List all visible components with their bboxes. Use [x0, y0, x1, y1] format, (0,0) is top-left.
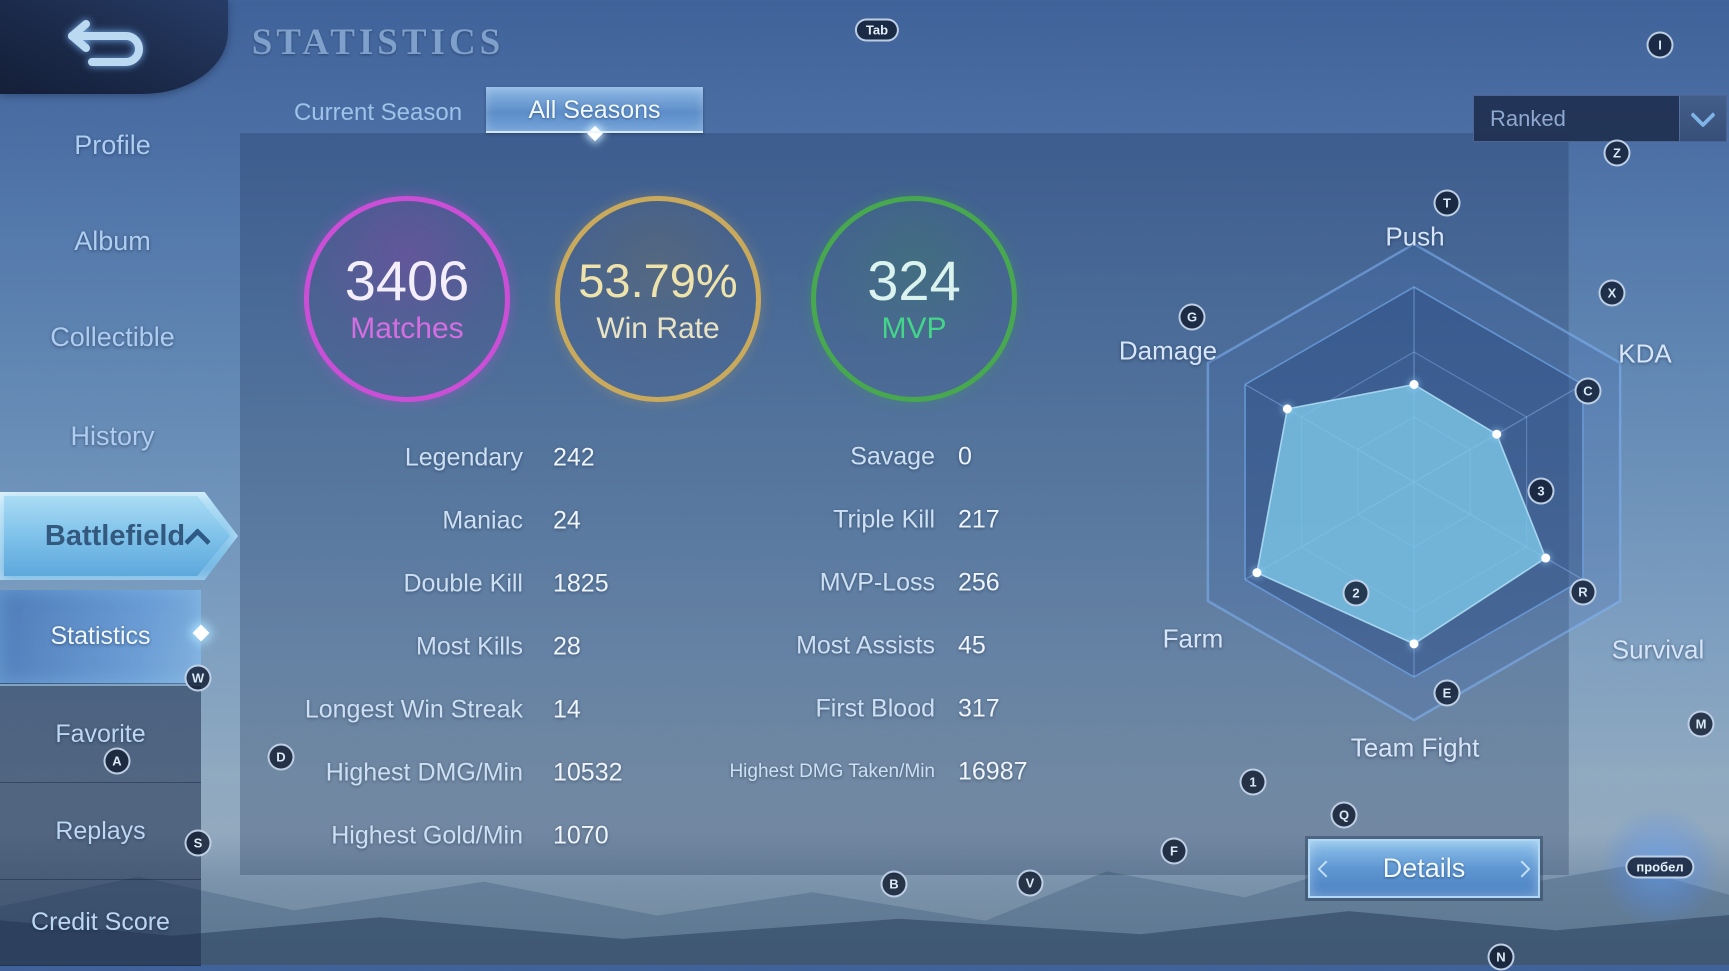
- sidebar-subitem-label: Credit Score: [31, 908, 170, 936]
- key-hint-i: I: [1646, 31, 1674, 59]
- radar-axis-team-fight: Team Fight: [1350, 732, 1480, 763]
- stat-value: 317: [958, 694, 1000, 723]
- key-hint-f: F: [1160, 837, 1188, 865]
- radar-axis-farm: Farm: [1162, 623, 1224, 654]
- mvp-value: 324: [867, 249, 961, 312]
- stat-label: Maniac: [442, 506, 523, 535]
- stat-label: Double Kill: [403, 569, 523, 598]
- key-hint-w: W: [184, 664, 212, 692]
- sidebar-item-label: Battlefield: [44, 520, 186, 552]
- stat-label: MVP-Loss: [819, 568, 935, 597]
- sidebar-subitem-replays[interactable]: Replays: [0, 783, 201, 880]
- mode-filter-dropdown[interactable]: Ranked: [1473, 95, 1727, 142]
- header-back-area: [0, 0, 228, 94]
- sidebar-item-collectible[interactable]: Collectible: [50, 322, 175, 352]
- key-hint-g: G: [1178, 303, 1206, 331]
- stat-label: Most Kills: [416, 632, 523, 661]
- key-hint-2: 2: [1342, 579, 1370, 607]
- stat-label: Savage: [850, 442, 935, 471]
- stat-label: Highest Gold/Min: [331, 821, 523, 850]
- stat-label: Most Assists: [796, 631, 935, 660]
- radar-axis-push: Push: [1385, 221, 1445, 252]
- key-hint-v: V: [1016, 869, 1044, 897]
- key-hint-c: C: [1574, 377, 1602, 405]
- stat-value: 14: [553, 695, 581, 724]
- radar-axis-damage: Damage: [1118, 335, 1218, 366]
- key-hint-1: 1: [1239, 768, 1267, 796]
- chevron-down-icon: [1690, 102, 1716, 128]
- stat-value: 10532: [553, 758, 623, 787]
- stat-label: Highest DMG/Min: [325, 758, 523, 787]
- matches-label: Matches: [350, 312, 464, 345]
- stat-value: 256: [958, 568, 1000, 597]
- tab-all-seasons-label: All Seasons: [528, 96, 661, 124]
- dropdown-chevron-box[interactable]: [1679, 96, 1726, 141]
- key-hint-tab: Tab: [854, 18, 900, 42]
- key-hint-m: M: [1687, 710, 1715, 738]
- sidebar-subitem-statistics[interactable]: Statistics: [0, 590, 201, 684]
- stat-value: 45: [958, 631, 986, 660]
- key-hint-e: E: [1433, 679, 1461, 707]
- stat-value: 1070: [553, 821, 609, 850]
- stat-value: 1825: [553, 569, 609, 598]
- radar-axis-survival: Survival: [1611, 634, 1705, 665]
- sidebar-subitem-label: Statistics: [50, 622, 151, 650]
- details-button[interactable]: Details: [1308, 839, 1540, 898]
- radar-axis-kda: KDA: [1618, 338, 1672, 369]
- stat-value: 217: [958, 505, 1000, 534]
- winrate-label: Win Rate: [596, 312, 720, 345]
- stat-value: 242: [553, 443, 595, 472]
- key-hint-a: A: [103, 747, 131, 775]
- mode-filter-selected: Ranked: [1490, 106, 1566, 131]
- sidebar-subitem-credit-score[interactable]: Credit Score: [0, 880, 201, 966]
- key-hint-пробел: пробел: [1625, 855, 1695, 879]
- mvp-circle: 324 MVP: [811, 196, 1017, 402]
- tab-all-seasons[interactable]: All Seasons: [486, 87, 703, 142]
- stat-label: Legendary: [404, 443, 523, 472]
- sidebar-subitem-label: Replays: [55, 816, 146, 845]
- back-icon[interactable]: [62, 14, 154, 78]
- key-hint-q: Q: [1330, 801, 1358, 829]
- sidebar-item-album[interactable]: Album: [74, 226, 151, 256]
- sidebar-item-profile[interactable]: Profile: [74, 130, 151, 160]
- matches-circle: 3406 Matches: [304, 196, 510, 402]
- stat-label: First Blood: [815, 694, 935, 723]
- stat-value: 16987: [958, 757, 1028, 786]
- mvp-label: MVP: [881, 312, 947, 345]
- sidebar-item-history[interactable]: History: [70, 421, 155, 451]
- matches-value: 3406: [344, 249, 470, 312]
- stat-label: Triple Kill: [833, 505, 935, 534]
- stat-value: 0: [958, 442, 972, 471]
- page-title: STATISTICS: [251, 22, 505, 63]
- key-hint-t: T: [1433, 189, 1461, 217]
- key-hint-d: D: [267, 743, 295, 771]
- tab-current-season[interactable]: Current Season: [293, 99, 463, 126]
- sidebar-subitem-label: Favorite: [55, 719, 146, 748]
- key-hint-r: R: [1569, 578, 1597, 606]
- key-hint-3: 3: [1527, 477, 1555, 505]
- stat-label: Longest Win Streak: [304, 695, 523, 724]
- key-hint-n: N: [1487, 943, 1515, 971]
- battlefield-banner-bg: [4, 496, 230, 576]
- key-hint-z: Z: [1603, 139, 1631, 167]
- winrate-circle: 53.79% Win Rate: [555, 196, 761, 402]
- performance-radar-chart: [1206, 242, 1622, 722]
- sidebar-subitem-favorite[interactable]: Favorite: [0, 686, 201, 783]
- key-hint-x: X: [1598, 279, 1626, 307]
- stat-label: Highest DMG Taken/Min: [729, 761, 935, 782]
- key-hint-b: B: [880, 870, 908, 898]
- stat-value: 28: [553, 632, 581, 661]
- key-hint-s: S: [184, 829, 212, 857]
- details-button-label: Details: [1382, 853, 1466, 883]
- stat-value: 24: [553, 506, 581, 535]
- sidebar-item-battlefield[interactable]: Battlefield: [0, 492, 238, 580]
- winrate-value: 53.79%: [578, 254, 738, 307]
